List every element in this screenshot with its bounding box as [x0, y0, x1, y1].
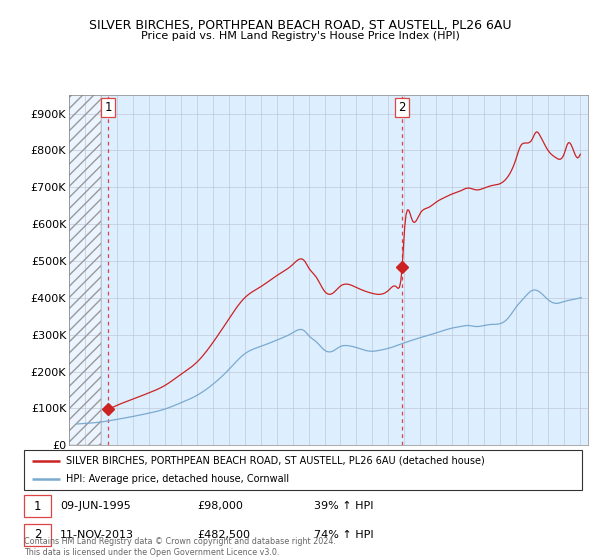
- Text: SILVER BIRCHES, PORTHPEAN BEACH ROAD, ST AUSTELL, PL26 6AU: SILVER BIRCHES, PORTHPEAN BEACH ROAD, ST…: [89, 18, 511, 32]
- Text: 2: 2: [398, 101, 406, 114]
- Bar: [69, 95, 101, 445]
- Text: Contains HM Land Registry data © Crown copyright and database right 2024.
This d: Contains HM Land Registry data © Crown c…: [24, 537, 336, 557]
- Text: HPI: Average price, detached house, Cornwall: HPI: Average price, detached house, Corn…: [66, 474, 289, 484]
- Text: 11-NOV-2013: 11-NOV-2013: [60, 530, 134, 540]
- Text: Price paid vs. HM Land Registry's House Price Index (HPI): Price paid vs. HM Land Registry's House …: [140, 31, 460, 41]
- Text: 2: 2: [34, 528, 41, 541]
- FancyBboxPatch shape: [24, 524, 51, 546]
- Text: 1: 1: [34, 500, 41, 513]
- Text: 39% ↑ HPI: 39% ↑ HPI: [314, 501, 374, 511]
- FancyBboxPatch shape: [24, 495, 51, 517]
- Text: £98,000: £98,000: [197, 501, 243, 511]
- Text: SILVER BIRCHES, PORTHPEAN BEACH ROAD, ST AUSTELL, PL26 6AU (detached house): SILVER BIRCHES, PORTHPEAN BEACH ROAD, ST…: [66, 456, 485, 465]
- FancyBboxPatch shape: [24, 450, 582, 490]
- Text: 09-JUN-1995: 09-JUN-1995: [60, 501, 131, 511]
- Text: 74% ↑ HPI: 74% ↑ HPI: [314, 530, 374, 540]
- Text: 1: 1: [104, 101, 112, 114]
- Text: £482,500: £482,500: [197, 530, 250, 540]
